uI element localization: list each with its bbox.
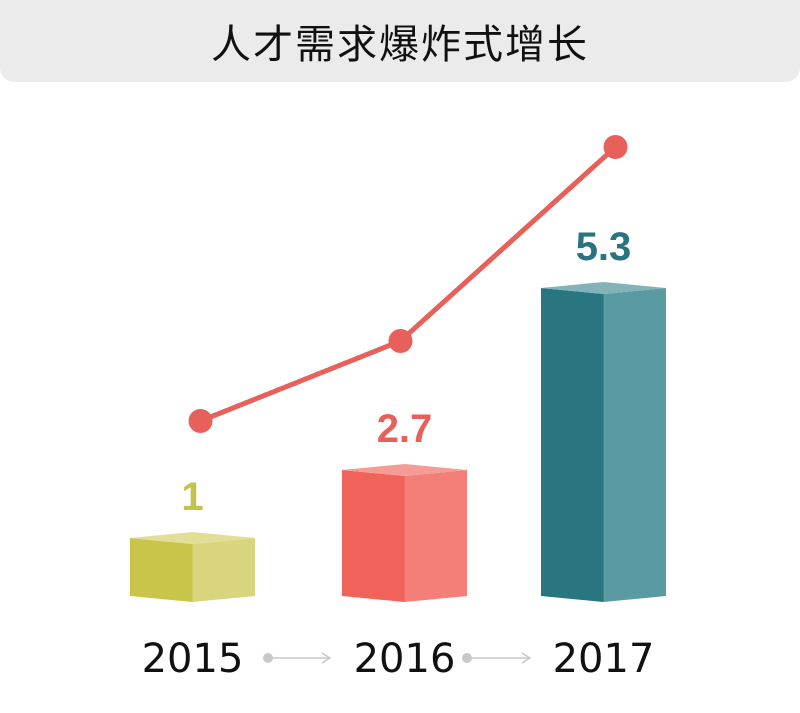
bar-side-2016 — [404, 470, 467, 602]
trend-point-2016 — [388, 329, 413, 353]
x-tick-label-2015: 2015 — [142, 636, 244, 682]
bar-side-2015 — [192, 538, 255, 602]
value-label-2015: 1 — [181, 475, 203, 519]
bar-top-2017 — [541, 282, 666, 294]
value-label-2016: 2.7 — [377, 407, 433, 451]
trend-point-2017 — [603, 135, 628, 159]
bar-top-2015 — [130, 532, 255, 544]
x-tick-label-2017: 2017 — [553, 636, 655, 682]
bar-front-2015 — [130, 538, 193, 602]
trend-point-2015 — [188, 409, 213, 433]
bar-top-2016 — [342, 464, 467, 476]
title-bar: 人才需求爆炸式增长 — [0, 0, 800, 82]
arrow-head-0 — [321, 652, 332, 664]
value-label-2017: 5.3 — [576, 225, 632, 269]
chart-title: 人才需求爆炸式增长 — [211, 22, 589, 68]
bar-side-2017 — [603, 288, 666, 602]
bar-front-2017 — [541, 288, 604, 602]
bar-front-2016 — [342, 470, 405, 602]
x-tick-label-2016: 2016 — [354, 636, 456, 682]
arrow-head-1 — [521, 652, 532, 664]
